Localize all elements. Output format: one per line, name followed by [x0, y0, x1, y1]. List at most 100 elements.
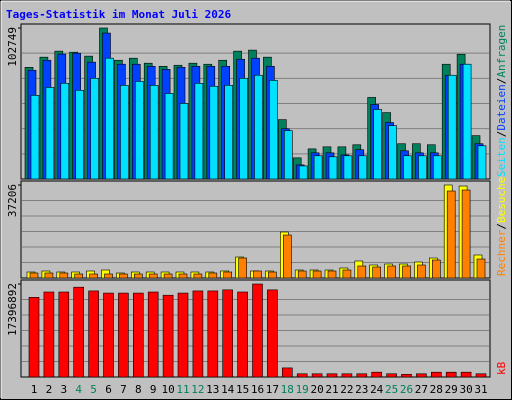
- x-tick-label: 13: [206, 383, 219, 396]
- bar: [118, 292, 129, 378]
- x-tick-label: 6: [105, 383, 112, 396]
- x-tick-label: 26: [400, 383, 413, 396]
- bar: [461, 189, 471, 279]
- bar: [119, 273, 128, 279]
- x-tick-label: 30: [459, 383, 472, 396]
- x-tick-label: 24: [370, 383, 384, 396]
- legend: Seiten/Dateien/Anfragen: [495, 25, 508, 177]
- bar: [281, 367, 293, 378]
- bar: [388, 125, 397, 180]
- bar: [147, 291, 159, 378]
- legend-entry: Dateien: [495, 84, 508, 130]
- bar: [371, 371, 383, 378]
- bar: [343, 155, 353, 180]
- bar: [417, 264, 426, 279]
- legend-entry: Rechner: [495, 229, 508, 276]
- x-tick-label: 16: [251, 383, 264, 396]
- bar: [133, 292, 144, 378]
- bar: [59, 272, 69, 279]
- bar: [29, 272, 39, 279]
- bar: [164, 93, 174, 180]
- bar: [237, 291, 248, 378]
- x-tick-label: 12: [191, 383, 204, 396]
- bar: [73, 286, 84, 378]
- bar: [475, 373, 487, 378]
- bar: [342, 269, 352, 279]
- bar: [403, 155, 412, 180]
- x-tick-label: 19: [296, 383, 309, 396]
- bar: [312, 270, 322, 279]
- bar: [207, 290, 219, 378]
- x-tick-label: 23: [355, 383, 368, 396]
- bar: [328, 156, 338, 180]
- bar: [43, 291, 55, 378]
- bar: [60, 83, 70, 180]
- bar: [179, 103, 189, 180]
- bar: [445, 371, 457, 378]
- legend-separator: /: [495, 223, 508, 230]
- x-tick-label: 18: [281, 383, 294, 396]
- x-tick-label: 25: [385, 383, 398, 396]
- x-tick-label: 31: [474, 383, 487, 396]
- bar: [476, 258, 486, 279]
- bar: [432, 155, 442, 180]
- legend-entry: Anfragen: [495, 25, 508, 78]
- bar: [460, 371, 472, 378]
- bar: [253, 270, 262, 279]
- bar: [373, 109, 383, 180]
- bar: [313, 155, 323, 180]
- bar: [311, 373, 323, 378]
- bar: [148, 273, 158, 279]
- bar: [267, 289, 278, 378]
- bar: [28, 297, 40, 378]
- bar: [90, 78, 99, 180]
- x-tick-label: 5: [90, 383, 97, 396]
- bar: [386, 373, 397, 378]
- bar: [134, 273, 143, 279]
- bar: [416, 373, 427, 378]
- bar: [282, 234, 292, 279]
- bar: [120, 85, 129, 180]
- plot-area: [20, 180, 491, 279]
- bar: [105, 57, 114, 180]
- bar: [358, 155, 368, 180]
- bar: [372, 266, 382, 279]
- legend-separator: /: [495, 78, 508, 85]
- bar: [222, 289, 233, 378]
- x-tick-label: 3: [60, 383, 67, 396]
- legend-entry: Besuche: [495, 177, 508, 223]
- bar: [30, 95, 40, 180]
- bar: [477, 145, 487, 180]
- legend: Rechner/Besuche: [495, 177, 508, 276]
- bar: [446, 190, 456, 279]
- bar: [194, 83, 204, 180]
- bar: [269, 80, 278, 180]
- bar: [402, 265, 411, 279]
- x-tick-label: 27: [415, 383, 428, 396]
- bar: [89, 273, 98, 279]
- legend: kB: [495, 361, 508, 375]
- bar: [252, 283, 263, 378]
- bar: [268, 271, 277, 279]
- bar: [104, 273, 113, 279]
- bar: [163, 273, 173, 279]
- bar: [149, 85, 159, 180]
- x-tick-label: 15: [236, 383, 249, 396]
- bar: [418, 155, 427, 180]
- x-tick-label: 9: [150, 383, 157, 396]
- bar: [356, 373, 368, 378]
- bar: [430, 371, 442, 378]
- x-tick-label: 8: [135, 383, 142, 396]
- legend-separator: /: [495, 131, 508, 138]
- bar: [88, 290, 99, 378]
- bar: [45, 87, 55, 180]
- x-tick-label: 2: [46, 383, 53, 396]
- x-tick-label: 28: [430, 383, 443, 396]
- bar: [103, 292, 114, 378]
- chart-title: Tages-Statistik im Monat Juli 2026: [6, 8, 232, 21]
- x-tick-label: 17: [266, 383, 279, 396]
- bar: [209, 85, 219, 180]
- bar: [238, 257, 247, 279]
- x-tick-label: 21: [325, 383, 338, 396]
